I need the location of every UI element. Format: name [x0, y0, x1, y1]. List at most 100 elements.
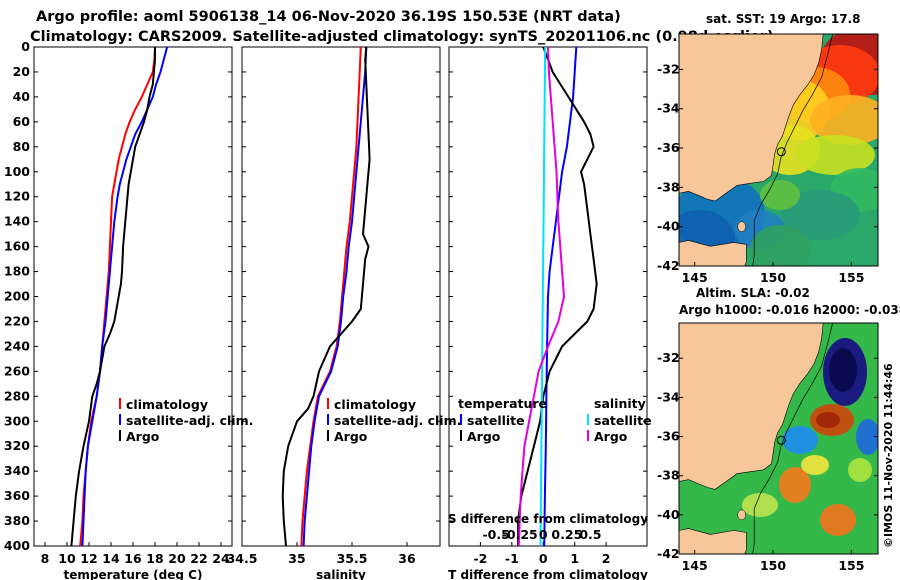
y-tick-label: 120: [4, 189, 30, 204]
flinders-island: [737, 221, 746, 232]
series-line-satellite-adj-clim-: [81, 46, 169, 547]
sla-anomaly: [782, 426, 818, 454]
y-tick-label: 80: [13, 139, 31, 154]
plot-frame: [241, 46, 441, 547]
legend-label: satellite: [467, 413, 525, 428]
map-frame: [678, 322, 879, 555]
title-line-1: Argo profile: aoml 5906138_14 06-Nov-202…: [36, 9, 621, 25]
legend-label: climatology: [126, 397, 208, 412]
y-tick-label: 400: [4, 538, 30, 553]
lon-tick-label: 155: [838, 270, 864, 285]
y-tick-label: 20: [13, 64, 31, 79]
tasmania: [679, 240, 747, 266]
x-tick-label: 14: [102, 551, 120, 566]
y-tick-label: 140: [4, 214, 30, 229]
sla-anomaly: [848, 458, 872, 482]
series-line-climatology: [300, 46, 362, 547]
y-tick-label: 280: [4, 388, 30, 403]
sla-anomaly: [829, 348, 857, 392]
mainland-australia: [679, 323, 824, 490]
sla-anomaly: [779, 467, 811, 503]
y-tick-label: 60: [13, 114, 31, 129]
legend-label: Argo: [594, 429, 628, 444]
title-line-2: Climatology: CARS2009. Satellite-adjuste…: [30, 29, 774, 45]
lat-tick-label: -32: [657, 350, 680, 365]
y-tick-label: 300: [4, 413, 30, 428]
difference-panel: -2 -1 0 1 2 T difference from climatology temp…: [448, 46, 652, 580]
x-tick-label: 35: [288, 551, 305, 566]
series-line-satellite-adj-clim-: [302, 46, 368, 547]
x-tick-label: 22: [190, 551, 207, 566]
legend-label: satellite-adj. clim.: [126, 413, 253, 428]
lat-tick-label: -36: [657, 429, 680, 444]
s-tick-label: -0.25: [502, 527, 538, 542]
y-tick-label: 40: [13, 89, 31, 104]
shelf-contour: [752, 323, 833, 554]
series-line-temperature-satellite: [543, 46, 578, 547]
y-tick-label: 360: [4, 488, 30, 503]
series-line-salinity-argo: [517, 46, 566, 547]
lon-tick-label: 145: [682, 270, 708, 285]
mainland-australia: [679, 34, 824, 202]
x-tick-label: 10: [58, 551, 76, 566]
lat-tick-label: -34: [657, 101, 680, 116]
lat-tick-label: -32: [657, 61, 680, 76]
series-line-salinity-satellite: [539, 46, 547, 547]
x-tick-label: 8: [41, 551, 50, 566]
lon-tick-label: 145: [682, 558, 708, 573]
lat-tick-label: -40: [657, 219, 680, 234]
sst-patch: [810, 95, 878, 145]
sla-map-subtitle: Argo h1000: -0.016 h2000: -0.038: [679, 303, 900, 317]
x-tick-label: -2: [473, 551, 487, 566]
legend-header-temperature: temperature: [458, 396, 547, 411]
legend-label: satellite-adj. clim.: [334, 413, 461, 428]
sst-map-title: sat. SST: 19 Argo: 17.8: [706, 12, 860, 26]
x-tick-label: 35.5: [337, 551, 368, 566]
x-tick-label: 0: [539, 551, 548, 566]
y-tick-label: 180: [4, 264, 30, 279]
plot-frame: [33, 46, 233, 547]
flinders-island: [737, 509, 746, 521]
sst-patch: [780, 190, 860, 240]
x-tick-label: 34.5: [227, 551, 258, 566]
y-tick-label: 100: [4, 164, 30, 179]
series-line-argo: [281, 46, 371, 547]
sst-patch: [795, 135, 875, 175]
sst-patch: [750, 225, 810, 266]
x-tick-label: 16: [124, 551, 142, 566]
y-tick-label: 0: [21, 39, 30, 54]
s-tick-label: -0.5: [482, 527, 509, 542]
x-tick-label: 20: [168, 551, 186, 566]
lon-tick-label: 150: [760, 270, 786, 285]
lat-tick-label: -34: [657, 389, 680, 404]
x-tick-label: 2: [602, 551, 611, 566]
y-tick-label: 380: [4, 513, 30, 528]
y-tick-label: 200: [4, 289, 30, 304]
s-tick-label: 0.5: [579, 527, 601, 542]
y-tick-label: 240: [4, 338, 30, 353]
shelf-contour: [752, 34, 833, 266]
series-line-argo: [70, 47, 156, 547]
sla-field: [679, 323, 878, 554]
lon-tick-label: 150: [760, 558, 786, 573]
lat-tick-label: -40: [657, 507, 680, 522]
legend-label: satellite: [594, 413, 652, 428]
sla-anomaly: [742, 493, 778, 517]
sla-map-title: Altim. SLA: -0.02: [696, 286, 810, 300]
x-tick-label: 18: [146, 551, 163, 566]
sla-anomaly: [856, 419, 878, 455]
sst-patch: [760, 180, 800, 210]
x-axis-label: salinity: [316, 568, 366, 580]
x-tick-label: 1: [570, 551, 579, 566]
lat-tick-label: -42: [657, 258, 680, 273]
legend-label: Argo: [126, 429, 160, 444]
x-axis-label: temperature (deg C): [64, 568, 203, 580]
x-tick-label: -1: [505, 551, 519, 566]
y-tick-label: 220: [4, 313, 30, 328]
map-frame: [678, 33, 879, 267]
legend-header-salinity: salinity: [594, 396, 646, 411]
sla-anomaly: [816, 412, 840, 428]
